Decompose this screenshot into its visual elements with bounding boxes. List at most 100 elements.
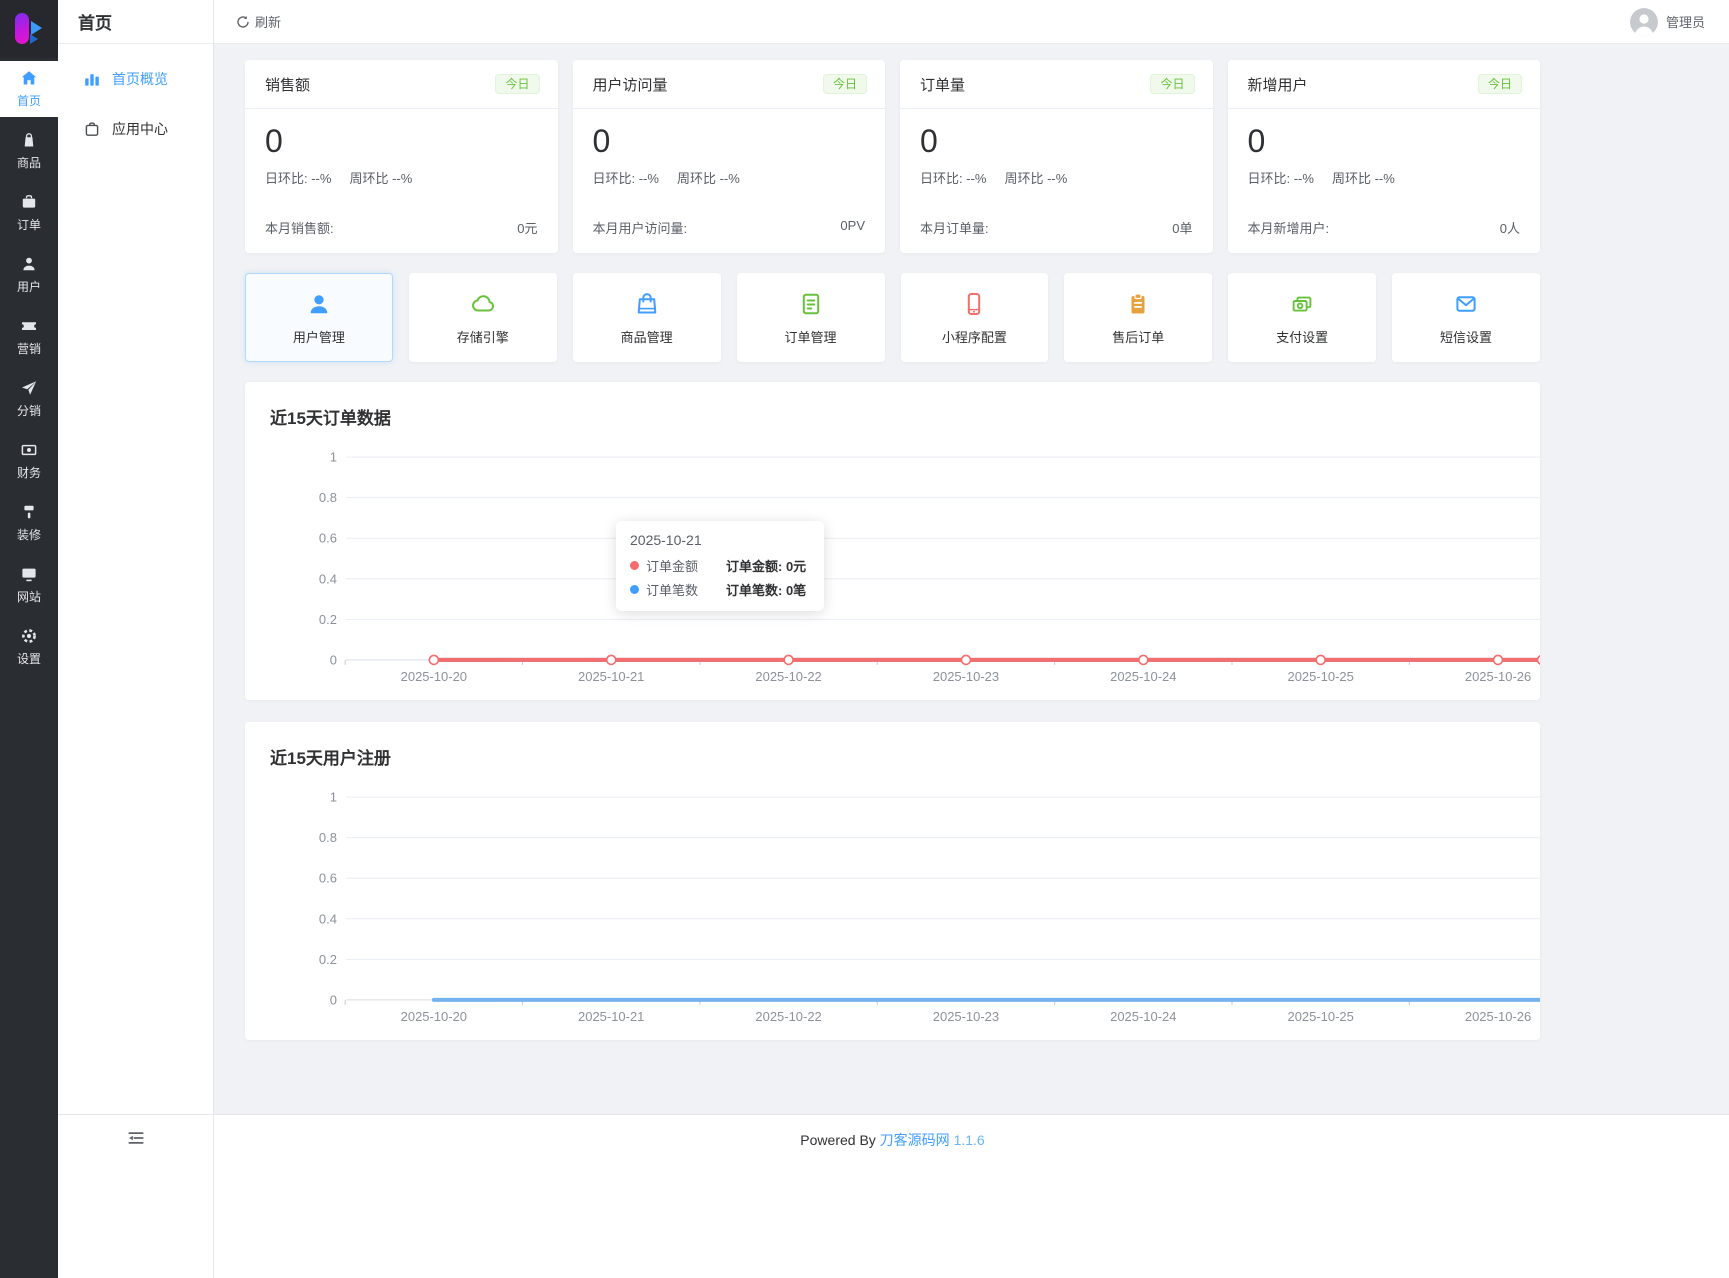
refresh-button[interactable]: 刷新: [236, 12, 281, 31]
cloud-icon: [471, 294, 494, 311]
rail-item-home[interactable]: 首页: [0, 61, 58, 117]
tile-user-management[interactable]: 用户管理: [245, 273, 393, 362]
user-menu[interactable]: 管理员: [1629, 7, 1705, 36]
tile-label: 短信设置: [1440, 329, 1493, 345]
registrations-line-chart[interactable]: 1 0.8 0.6 0.4 0.2 0 2025-10-20 2025-10-21 2025-1…: [245, 785, 1540, 1029]
month-stat-label: 本月新增用户:: [1247, 221, 1330, 236]
version-text: 1.1.6: [953, 1132, 985, 1148]
rail-item-distribution[interactable]: 分销: [0, 371, 58, 427]
svg-text:0.2: 0.2: [319, 612, 337, 627]
rail-item-label: 设置: [16, 652, 41, 666]
primary-sidebar: 首页 商品 订单 用户 营销 分销 财务 装修 网站 设置: [0, 0, 58, 1278]
rail-item-label: 网站: [16, 590, 41, 604]
month-stat-label: 本月用户访问量:: [592, 221, 688, 236]
powered-by-text: Powered By: [800, 1132, 876, 1148]
rail-item-label: 商品: [16, 156, 41, 170]
tile-label: 订单管理: [784, 329, 837, 345]
tile-storage-engine[interactable]: 存储引擎: [408, 273, 557, 362]
money-icon: [21, 444, 37, 456]
svg-text:0.6: 0.6: [319, 531, 337, 546]
rail-item-users[interactable]: 用户: [0, 247, 58, 303]
monitor-icon: [22, 568, 36, 582]
svg-text:2025-10-24: 2025-10-24: [1110, 669, 1176, 684]
app-logo[interactable]: [0, 0, 58, 58]
rail-item-decoration[interactable]: 装修: [0, 495, 58, 551]
tile-label: 小程序配置: [941, 329, 1007, 345]
week-ratio: 周环比 --%: [1004, 171, 1068, 187]
stat-title: 用户访问量: [592, 76, 668, 94]
site-link[interactable]: 刀客源码网: [879, 1132, 950, 1148]
banknotes-icon: [1292, 296, 1312, 312]
svg-text:1: 1: [330, 450, 337, 465]
svg-text:2025-10-24: 2025-10-24: [1110, 1009, 1176, 1024]
sidebar-footer: [58, 1114, 213, 1278]
svg-text:2025-10-20: 2025-10-20: [401, 1009, 467, 1024]
rail-item-website[interactable]: 网站: [0, 557, 58, 613]
today-badge: 今日: [822, 74, 867, 94]
shopping-bag-icon: [637, 292, 656, 313]
day-ratio: 日环比: --%: [1247, 171, 1314, 187]
svg-text:0.8: 0.8: [319, 490, 337, 505]
svg-text:2025-10-21: 2025-10-21: [578, 1009, 644, 1024]
tile-miniprogram-config[interactable]: 小程序配置: [900, 273, 1049, 362]
sidebar-item-app-center[interactable]: 应用中心: [58, 104, 213, 154]
tooltip-series-value: 订单笔数: 0笔: [726, 583, 807, 598]
user-name: 管理员: [1665, 15, 1705, 30]
sidebar-item-label: 首页概览: [112, 71, 168, 87]
clipboard-icon: [1131, 292, 1145, 313]
tooltip-row: 订单笔数 订单笔数: 0笔: [630, 580, 806, 599]
svg-text:2025-10-23: 2025-10-23: [933, 1009, 999, 1024]
stat-card-orders: 订单量 今日 0 日环比: --% 周环比 --% 本月订单量: 0单: [900, 60, 1213, 253]
today-badge: 今日: [495, 74, 540, 94]
tile-label: 用户管理: [292, 329, 345, 345]
rail-item-orders[interactable]: 订单: [0, 185, 58, 241]
sidebar-item-home-overview[interactable]: 首页概览: [58, 54, 213, 104]
svg-text:2025-10-21: 2025-10-21: [578, 669, 644, 684]
quick-links-row: 用户管理 存储引擎 商品管理 订单管理 小程序配置 售后订单: [245, 273, 1540, 362]
secondary-sidebar: 首页 首页概览 应用中心: [58, 0, 214, 1278]
month-stat-value: 0元: [517, 221, 538, 236]
bar-chart-icon: [85, 74, 99, 86]
month-stat-value: 0单: [1172, 221, 1193, 236]
svg-text:0: 0: [330, 652, 337, 667]
stat-value: 0: [920, 123, 938, 159]
rail-item-marketing[interactable]: 营销: [0, 309, 58, 365]
tile-payment-settings[interactable]: 支付设置: [1228, 273, 1377, 362]
rail-item-label: 订单: [16, 218, 41, 232]
logo-play-icon: [31, 21, 42, 35]
ticket-icon: [22, 322, 36, 330]
tile-sms-settings[interactable]: 短信设置: [1392, 273, 1540, 362]
registrations-chart-card: 近15天用户注册 1 0.8 0.6 0.4 0.2 0 2025-10-20 2025-10…: [245, 722, 1540, 1040]
svg-text:2025-10-25: 2025-10-25: [1287, 669, 1353, 684]
tile-order-management[interactable]: 订单管理: [736, 273, 885, 362]
tile-aftersale-orders[interactable]: 售后订单: [1064, 273, 1213, 362]
refresh-label: 刷新: [255, 15, 282, 30]
rail-item-label: 财务: [16, 466, 41, 480]
rail-item-finance[interactable]: 财务: [0, 433, 58, 489]
rail-item-settings[interactable]: 设置: [0, 619, 58, 675]
svg-text:0: 0: [330, 992, 337, 1007]
svg-text:0.4: 0.4: [319, 911, 337, 926]
stats-row: 销售额 今日 0 日环比: --% 周环比 --% 本月销售额: 0元: [245, 60, 1540, 253]
series-dot-icon: [630, 561, 639, 570]
stat-card-sales: 销售额 今日 0 日环比: --% 周环比 --% 本月销售额: 0元: [245, 60, 558, 253]
registrations-chart-title: 近15天用户注册: [270, 749, 391, 768]
collapse-sidebar-icon[interactable]: [125, 1128, 147, 1148]
tile-goods-management[interactable]: 商品管理: [572, 273, 721, 362]
day-ratio: 日环比: --%: [592, 171, 659, 187]
stat-title: 销售额: [265, 76, 311, 94]
svg-text:0.2: 0.2: [319, 952, 337, 967]
svg-text:2025-10-20: 2025-10-20: [401, 669, 467, 684]
stat-value: 0: [265, 123, 283, 159]
tooltip-series-name: 订单金额: [646, 559, 699, 574]
logo-play-small-icon: [30, 34, 38, 44]
rail-item-goods[interactable]: 商品: [0, 123, 58, 179]
envelope-icon: [1456, 295, 1476, 312]
user-icon: [23, 257, 35, 271]
main-column: 刷新 管理员 销售额 今日 0 日环比: --% 周环比 --%: [214, 0, 1729, 1278]
paper-plane-icon: [22, 381, 37, 395]
paint-roller-icon: [24, 505, 34, 519]
svg-text:1: 1: [330, 790, 337, 805]
refresh-icon: [237, 15, 249, 28]
